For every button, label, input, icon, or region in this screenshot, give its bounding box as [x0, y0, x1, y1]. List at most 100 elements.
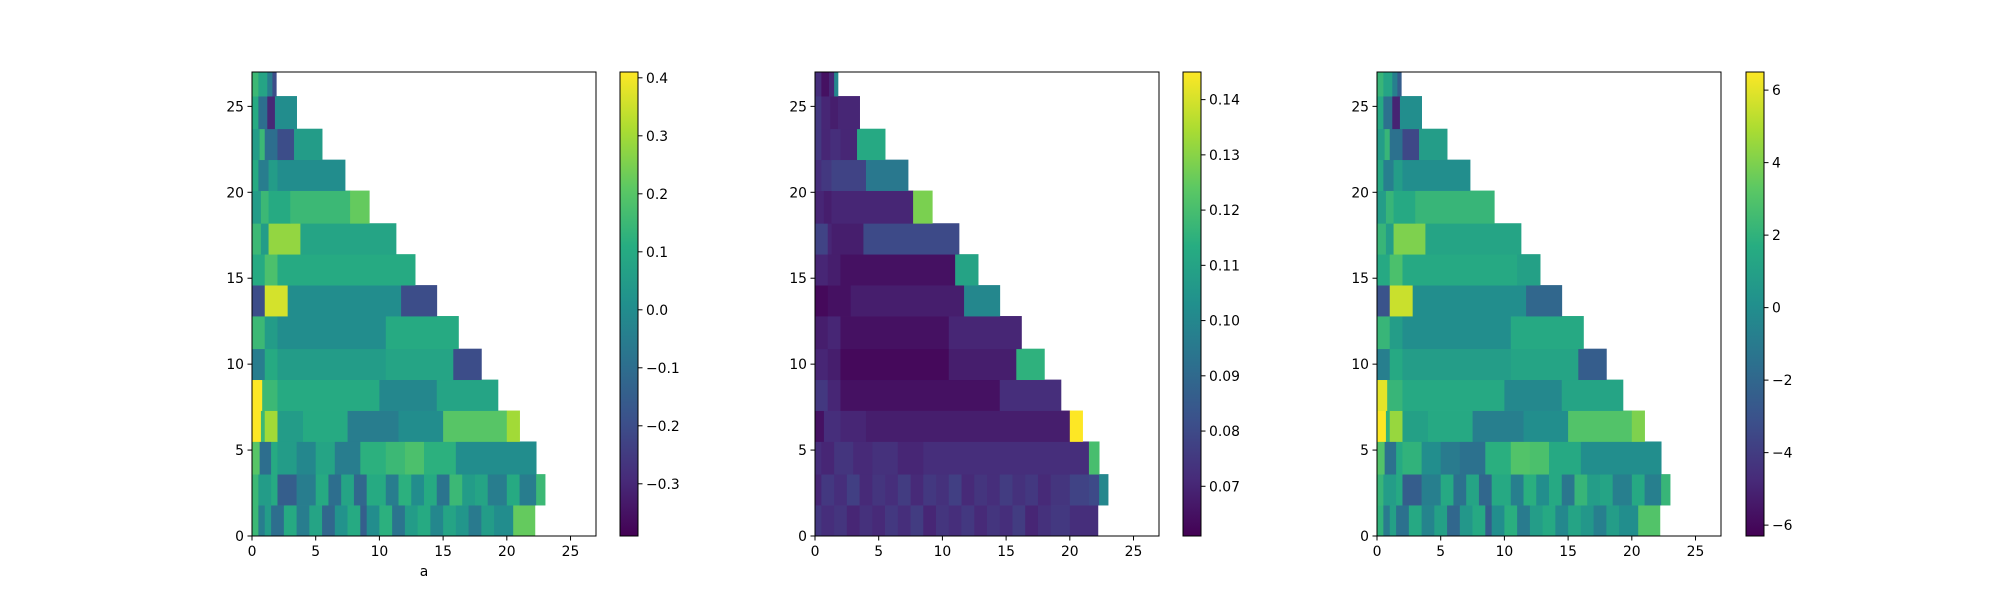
heatmap-cell-r4-c4 [1561, 379, 1624, 411]
heatmap-cell-r0-c10 [1485, 505, 1493, 536]
colorbar-tick-label-1-4: 0.0 [646, 303, 668, 319]
heatmap-cell-r5-c2 [840, 348, 950, 381]
heatmap-cell-r1-c0 [252, 474, 259, 506]
x-tick-label-3-1: 5 [1436, 544, 1445, 560]
heatmap-cell-r1-c20 [519, 474, 537, 506]
heatmap-cell-r0-c4 [1408, 505, 1422, 536]
heatmap-cell-r6-c2 [840, 316, 950, 350]
heatmap-cell-r8-c1 [827, 254, 841, 286]
heatmap-cell-r6-c1 [1389, 316, 1403, 350]
x-tick-label-1-2: 10 [371, 544, 389, 560]
heatmap-cell-r2-c6 [923, 441, 1090, 475]
heatmap-cell-r1-c7 [1466, 474, 1480, 506]
heatmap-cell-r0-c12 [1504, 505, 1518, 536]
heatmap-cell-r0-c19 [1593, 505, 1607, 536]
heatmap-cell-r6-c2 [1402, 316, 1512, 350]
heatmap-cell-r0-c20 [1606, 505, 1620, 536]
heatmap-cell-r13-c0 [1377, 96, 1384, 130]
heatmap-cell-r2-c4 [872, 441, 899, 475]
heatmap-cell-r1-c0 [815, 474, 822, 506]
heatmap-cell-r2-c10 [1549, 441, 1582, 475]
heatmap-cell-r11-c0 [252, 159, 259, 191]
heatmap-cell-r11-c1 [258, 159, 269, 191]
heatmap-cell-r14-c3 [834, 72, 839, 97]
heatmap-cell-r9-c1 [1385, 223, 1394, 255]
heatmap-cell-r8-c2 [840, 254, 956, 286]
y-tick-label-2-5: 25 [789, 99, 807, 115]
heatmap-cell-r3-c1 [260, 410, 266, 442]
heatmap-cell-r9-c3 [300, 223, 397, 255]
colorbar-2 [1183, 72, 1201, 536]
heatmap-cell-r1-c21 [1088, 474, 1100, 506]
heatmap-cell-r1-c19 [1631, 474, 1645, 506]
heatmap-cell-r2-c1 [259, 441, 272, 475]
heatmap-cell-r4-c1 [262, 379, 278, 411]
heatmap-cell-r9-c0 [252, 223, 262, 255]
heatmap-cell-r1-c6 [328, 474, 342, 506]
colorbar-tick-label-2-2: 0.12 [1209, 203, 1240, 219]
heatmap-cell-r7-c3 [401, 285, 438, 317]
heatmap-cell-r0-c15 [999, 505, 1013, 536]
heatmap-cell-r0-c8 [910, 505, 924, 536]
heatmap-cell-r1-c5 [315, 474, 329, 506]
heatmap-cell-r1-c10 [385, 474, 399, 506]
colorbar-tick-label-1-3: 0.1 [646, 245, 668, 261]
heatmap-panel-1: 0 5 10 15 20 25 0 5 10 15 20 25 a 0.4 0.3 0.2 0.1 0.0 −0.1… [226, 71, 679, 580]
heatmap-cell-r0-c9 [1472, 505, 1486, 536]
colorbar-tick-label-2-3: 0.11 [1209, 258, 1240, 274]
heatmap-cell-r0-c3 [271, 505, 285, 536]
heatmap-cell-r8-c0 [815, 254, 829, 286]
x-tick-label-2-4: 20 [1061, 544, 1079, 560]
heatmap-cell-r0-c11 [366, 505, 380, 536]
y-tick-label-3-0: 0 [1360, 529, 1369, 545]
heatmap-cell-r10-c1 [1385, 190, 1394, 224]
x-tick-label-1-0: 0 [248, 544, 257, 560]
heatmap-cell-r2-c11 [455, 441, 537, 475]
heatmap-cell-r12-c4 [857, 128, 886, 161]
heatmap-cell-r0-c21 [1619, 505, 1639, 536]
y-tick-label-3-1: 5 [1360, 443, 1369, 459]
x-tick-label-1-3: 15 [434, 544, 452, 560]
colorbar-tick-label-3-2: 2 [1772, 228, 1781, 244]
heatmap-cell-r0-c14 [404, 505, 419, 536]
colorbar-tick-label-2-7: 0.07 [1209, 479, 1240, 495]
heatmap-cell-r8-c0 [252, 254, 266, 286]
heatmap-cell-r0-c11 [948, 505, 962, 536]
heatmap-cell-r0-c19 [468, 505, 482, 536]
y-tick-label-1-4: 20 [226, 185, 244, 201]
heatmap-cell-r3-c5 [1472, 410, 1524, 442]
heatmap-cell-r6-c0 [1377, 316, 1391, 350]
heatmap-cell-r5-c3 [385, 348, 454, 381]
colorbar-tick-label-3-3: 0 [1772, 301, 1781, 317]
heatmap-cell-r3-c7 [1568, 410, 1633, 442]
colorbar-frame-3 [1745, 71, 1765, 537]
heatmap-cell-r6-c2 [277, 316, 387, 350]
heatmap-cell-r0-c10 [360, 505, 368, 536]
heatmap-cell-r12-c0 [252, 128, 261, 161]
heatmap-cell-r1-c3 [846, 474, 860, 506]
heatmap-cell-r2-c0 [1377, 441, 1386, 475]
heatmap-cell-r1-c18 [487, 474, 508, 506]
heatmap-cell-r1-c0 [1377, 474, 1384, 506]
colorbar-tick-label-2-0: 0.14 [1209, 93, 1240, 109]
heatmap-cell-r14-c1 [821, 72, 830, 97]
heatmap-cell-r9-c2 [1393, 223, 1426, 255]
heatmap-cell-r8-c1 [264, 254, 278, 286]
heatmap-cell-r12-c3 [277, 128, 295, 161]
heatmap-cell-r5-c0 [1377, 348, 1391, 381]
colorbar-tick-label-3-1: 4 [1772, 156, 1781, 172]
y-tick-label-2-0: 0 [798, 529, 807, 545]
heatmap-cell-r4-c0 [1377, 379, 1388, 411]
heatmap-cell-r1-c12 [411, 474, 425, 506]
heatmap-cell-r1-c7 [897, 474, 911, 506]
heatmap-cell-r3-c8 [506, 410, 520, 442]
heatmap-cell-r3-c1 [1385, 410, 1391, 442]
heatmap-cell-r1-c12 [961, 474, 975, 506]
heatmap-cell-r10-c0 [1377, 190, 1387, 224]
heatmap-cell-r1-c11 [948, 474, 962, 506]
heatmap-cell-r3-c0 [815, 410, 825, 442]
heatmap-cell-r1-c14 [1561, 474, 1575, 506]
heatmap-cell-r8-c2 [277, 254, 416, 286]
heatmap-cell-r11-c2 [1393, 159, 1403, 191]
heatmap-cell-r3-c2 [1389, 410, 1403, 442]
